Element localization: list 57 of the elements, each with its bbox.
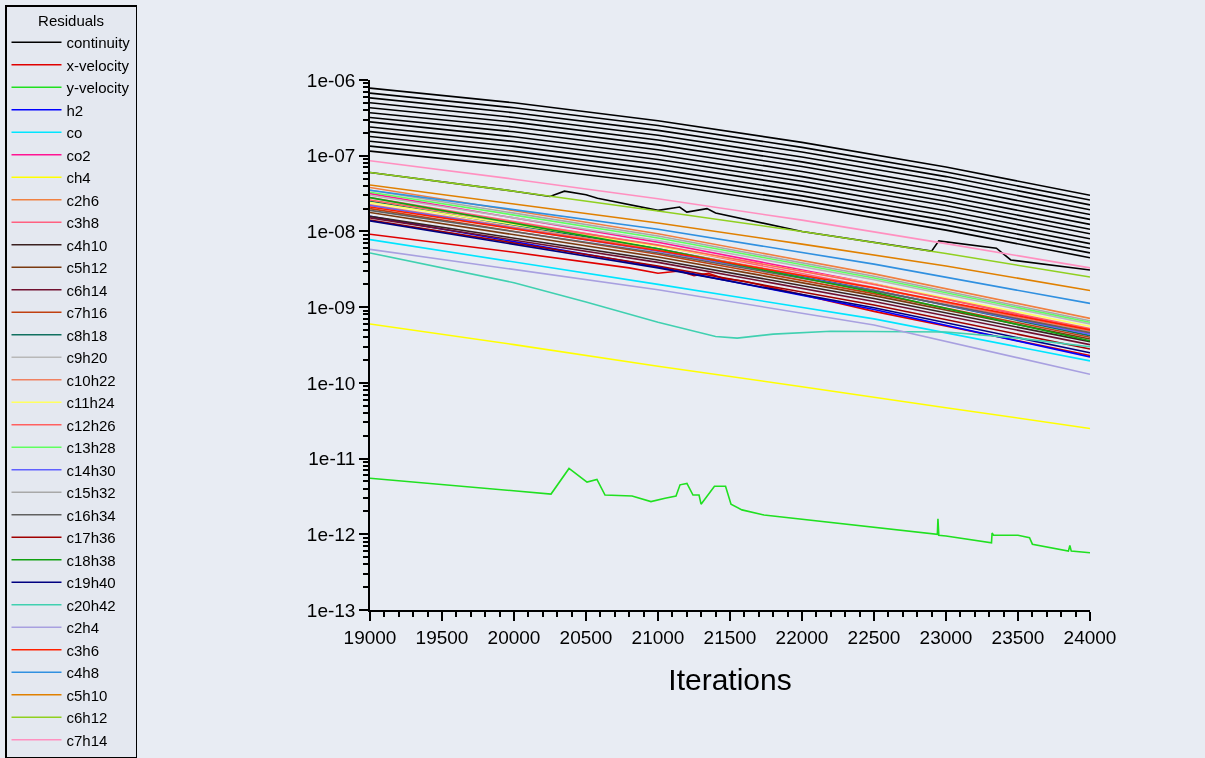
legend-label: c11h24: [66, 394, 115, 412]
x-tick-label: 20500: [559, 626, 613, 648]
legend-label: ch4: [66, 169, 91, 187]
legend-label: continuity: [66, 34, 131, 52]
legend-label: c4h8: [66, 664, 100, 682]
legend-label: c12h26: [66, 416, 116, 434]
legend-label: c7h16: [66, 304, 108, 322]
y-tick-label: 1e-11: [308, 448, 356, 470]
legend-label: c10h22: [66, 371, 116, 389]
legend-label: c5h10: [66, 686, 108, 704]
x-tick-label: 22500: [847, 626, 901, 648]
x-tick-label: 23500: [991, 626, 1045, 648]
line-series: [370, 252, 1090, 348]
legend-label: c4h10: [66, 236, 108, 254]
legend-label: x-velocity: [66, 56, 130, 74]
y-tick-label: 1e-10: [306, 372, 356, 394]
legend-label: c20h42: [66, 596, 116, 614]
legend-label: c3h6: [66, 641, 100, 659]
x-tick-label: 23000: [919, 626, 973, 648]
y-tick-label: 1e-08: [306, 221, 356, 243]
legend-label: c18h38: [66, 551, 116, 569]
legend-label: co2: [66, 146, 91, 164]
line-series: [370, 248, 1090, 376]
legend-label: c19h40: [66, 574, 116, 592]
x-tick-label: 22000: [775, 626, 829, 648]
y-tick-label: 1e-09: [306, 296, 356, 318]
legend-label: c2h6: [66, 191, 100, 209]
legend-label: c17h36: [66, 529, 116, 547]
y-tick-label: 1e-12: [306, 523, 356, 545]
legend-label: c2h4: [66, 619, 100, 637]
legend-label: c7h14: [66, 731, 108, 749]
legend-label: c14h30: [66, 461, 116, 479]
legend-label: c5h12: [66, 259, 108, 277]
x-tick-label: 20000: [487, 626, 541, 648]
legend-label: h2: [66, 101, 84, 119]
x-tick-label: 19000: [343, 626, 397, 648]
legend-title: Residuals: [38, 12, 104, 29]
legend-label: c6h14: [66, 281, 108, 299]
legend-label: y-velocity: [66, 79, 130, 97]
legend-label: c13h28: [66, 439, 116, 457]
x-tick-label: 19500: [415, 626, 469, 648]
x-tick-label: 21000: [631, 626, 685, 648]
legend-label: c15h32: [66, 484, 116, 502]
legend-label: c16h34: [66, 506, 116, 524]
line-series: [370, 323, 1090, 430]
line-series: [370, 467, 1090, 554]
legend-label: c6h12: [66, 709, 108, 727]
legend-label: c3h8: [66, 214, 100, 232]
legend-label: c8h18: [66, 326, 108, 344]
x-axis-title: Iterations: [668, 662, 792, 696]
x-tick-label: 24000: [1063, 626, 1117, 648]
y-tick-label: 1e-07: [306, 145, 356, 167]
y-tick-label: 1e-06: [306, 69, 356, 91]
legend-label: c9h20: [66, 349, 108, 367]
legend-label: co: [66, 124, 83, 142]
y-tick-label: 1e-13: [306, 599, 356, 621]
x-tick-label: 21500: [703, 626, 757, 648]
